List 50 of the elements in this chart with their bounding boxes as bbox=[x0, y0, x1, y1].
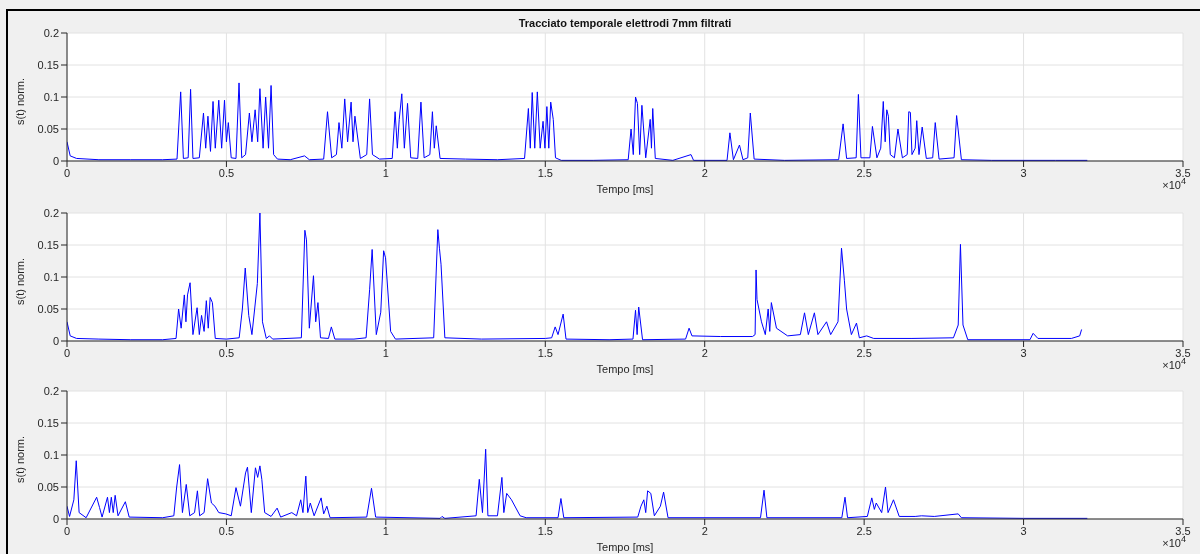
y-axis-title: s(t) norm. bbox=[13, 257, 26, 305]
x-tick-label: 3.5 bbox=[1175, 166, 1191, 179]
x-tick-label: 3 bbox=[1020, 346, 1027, 359]
y-tick-label: 0.15 bbox=[37, 58, 59, 71]
y-tick-label: 0.1 bbox=[43, 90, 59, 103]
y-tick-label: 0 bbox=[52, 512, 59, 525]
x-tick-label: 1.5 bbox=[537, 524, 553, 537]
y-tick-label: 0.1 bbox=[43, 448, 59, 461]
text: ×10$^{4}$ bbox=[1162, 534, 1186, 549]
x-tick-label: 2 bbox=[701, 524, 708, 537]
x-tick-label: 1 bbox=[382, 524, 389, 537]
y-axis-title: s(t) norm. bbox=[13, 77, 26, 125]
x-tick-label: 2.5 bbox=[856, 524, 872, 537]
y-tick-label: 0.1 bbox=[43, 270, 59, 283]
y-tick-label: 0.05 bbox=[37, 122, 59, 135]
x-tick-label: 2 bbox=[701, 346, 708, 359]
y-axis-title: s(t) norm. bbox=[13, 435, 26, 483]
x-tick-label: 0.5 bbox=[218, 166, 235, 179]
x-tick-label: 3 bbox=[1020, 166, 1027, 179]
x-tick-label: 3 bbox=[1020, 524, 1027, 537]
x-axis-title: Tempo [ms] bbox=[596, 183, 654, 195]
x-tick-label: 0 bbox=[63, 346, 71, 359]
text: ×10$^{4}$ bbox=[1162, 176, 1186, 191]
y-tick-label: 0 bbox=[52, 154, 59, 167]
x-tick-label: 3.5 bbox=[1175, 524, 1191, 537]
y-tick-label: 0.05 bbox=[37, 480, 59, 493]
x-axis-title: Tempo [ms] bbox=[596, 363, 654, 375]
x-tick-label: 0 bbox=[63, 166, 71, 179]
x-tick-label: 2 bbox=[701, 166, 708, 179]
y-tick-label: 0.15 bbox=[37, 238, 59, 251]
x-tick-label: 1 bbox=[382, 346, 389, 359]
x-tick-label: 2.5 bbox=[856, 346, 872, 359]
x-tick-label: 1.5 bbox=[537, 166, 553, 179]
text: ×10$^{4}$ bbox=[1162, 356, 1186, 371]
x-tick-label: 0.5 bbox=[218, 524, 235, 537]
x-axis-title: Tempo [ms] bbox=[596, 541, 654, 553]
chart-title: Tracciato temporale elettrodi 7mm filtrati bbox=[517, 17, 733, 29]
y-tick-label: 0 bbox=[52, 334, 59, 347]
y-tick-label: 0.2 bbox=[43, 26, 59, 39]
y-tick-label: 0.2 bbox=[43, 384, 59, 397]
x-tick-label: 3.5 bbox=[1175, 346, 1191, 359]
y-tick-label: 0.15 bbox=[37, 416, 59, 429]
line-series bbox=[67, 213, 1083, 341]
y-tick-label: 0.2 bbox=[43, 206, 59, 219]
y-tick-label: 0.05 bbox=[37, 302, 59, 315]
x-tick-label: 2.5 bbox=[856, 166, 872, 179]
x-tick-label: 1.5 bbox=[537, 346, 553, 359]
x-tick-label: 0.5 bbox=[218, 346, 235, 359]
x-tick-label: 0 bbox=[63, 524, 71, 537]
x-tick-label: 1 bbox=[382, 166, 389, 179]
